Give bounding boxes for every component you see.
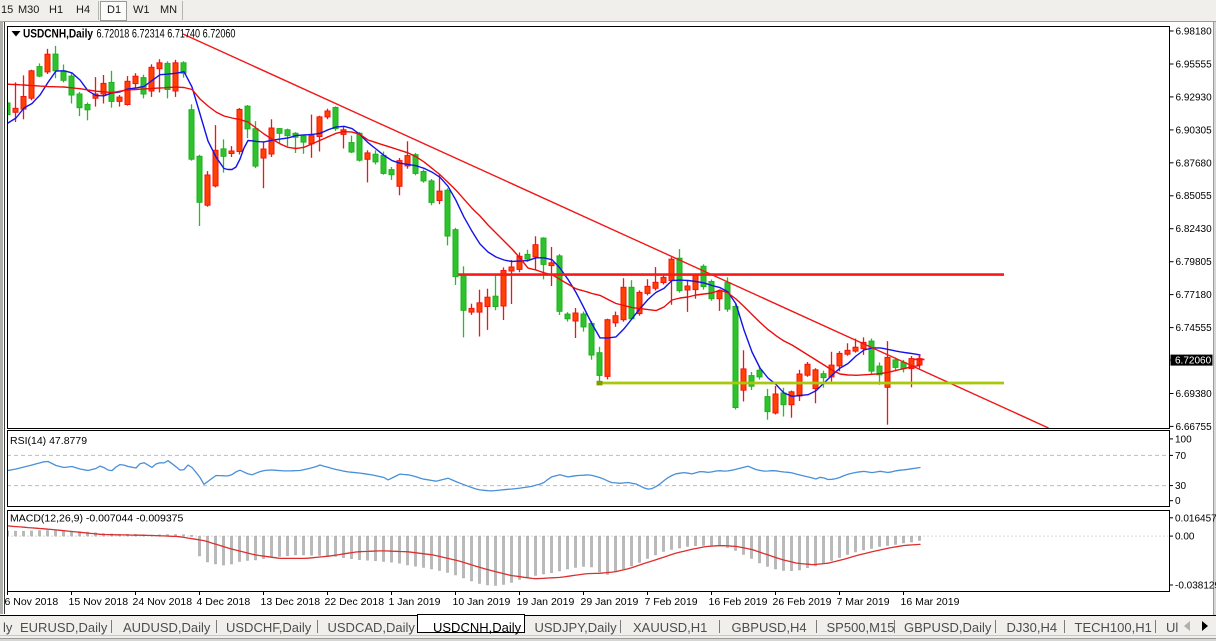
svg-text:22 Dec 2018: 22 Dec 2018 xyxy=(325,596,385,608)
svg-text:10 Jan 2019: 10 Jan 2019 xyxy=(453,596,511,608)
svg-text:6.95555: 6.95555 xyxy=(1176,60,1213,71)
svg-text:24 Nov 2018: 24 Nov 2018 xyxy=(133,596,193,608)
svg-text:15 Nov 2018: 15 Nov 2018 xyxy=(69,596,129,608)
svg-text:6.82430: 6.82430 xyxy=(1176,224,1213,235)
svg-text:26 Feb 2019: 26 Feb 2019 xyxy=(773,596,832,608)
svg-text:1 Jan 2019: 1 Jan 2019 xyxy=(389,596,441,608)
svg-text:6.98180: 6.98180 xyxy=(1176,27,1213,38)
svg-text:4 Dec 2018: 4 Dec 2018 xyxy=(197,596,251,608)
svg-text:-0.038129: -0.038129 xyxy=(1175,581,1216,592)
svg-text:RSI(14) 47.8779: RSI(14) 47.8779 xyxy=(10,435,87,447)
svg-text:6.69380: 6.69380 xyxy=(1176,389,1213,400)
svg-text:29 Jan 2019: 29 Jan 2019 xyxy=(581,596,639,608)
svg-text:13 Dec 2018: 13 Dec 2018 xyxy=(261,596,321,608)
svg-text:6.77180: 6.77180 xyxy=(1176,290,1213,301)
svg-text:6.74555: 6.74555 xyxy=(1176,323,1213,334)
svg-text:7 Feb 2019: 7 Feb 2019 xyxy=(645,596,698,608)
svg-text:6.72018 6.72314 6.71740 6.7206: 6.72018 6.72314 6.71740 6.72060 xyxy=(97,29,236,41)
svg-text:6 Nov 2018: 6 Nov 2018 xyxy=(5,596,59,608)
svg-text:0.00: 0.00 xyxy=(1175,532,1195,543)
svg-text:0.016457: 0.016457 xyxy=(1175,513,1216,524)
svg-text:6.90305: 6.90305 xyxy=(1176,125,1213,136)
svg-text:16 Feb 2019: 16 Feb 2019 xyxy=(709,596,768,608)
svg-text:6.87680: 6.87680 xyxy=(1176,158,1213,169)
svg-text:16 Mar 2019: 16 Mar 2019 xyxy=(901,596,960,608)
svg-text:MACD(12,26,9) -0.007044 -0.009: MACD(12,26,9) -0.007044 -0.009375 xyxy=(10,513,184,525)
svg-text:30: 30 xyxy=(1175,481,1187,492)
svg-text:100: 100 xyxy=(1175,434,1192,445)
svg-text:0: 0 xyxy=(1175,496,1181,507)
svg-text:USDCNH,Daily: USDCNH,Daily xyxy=(23,27,93,41)
svg-text:6.85055: 6.85055 xyxy=(1176,191,1213,202)
svg-text:70: 70 xyxy=(1175,451,1187,462)
svg-text:6.72060: 6.72060 xyxy=(1175,356,1212,367)
svg-text:6.66755: 6.66755 xyxy=(1176,422,1213,433)
svg-text:6.79805: 6.79805 xyxy=(1176,257,1213,268)
svg-text:7 Mar 2019: 7 Mar 2019 xyxy=(837,596,890,608)
svg-text:19 Jan 2019: 19 Jan 2019 xyxy=(517,596,575,608)
svg-text:6.92930: 6.92930 xyxy=(1176,92,1213,103)
